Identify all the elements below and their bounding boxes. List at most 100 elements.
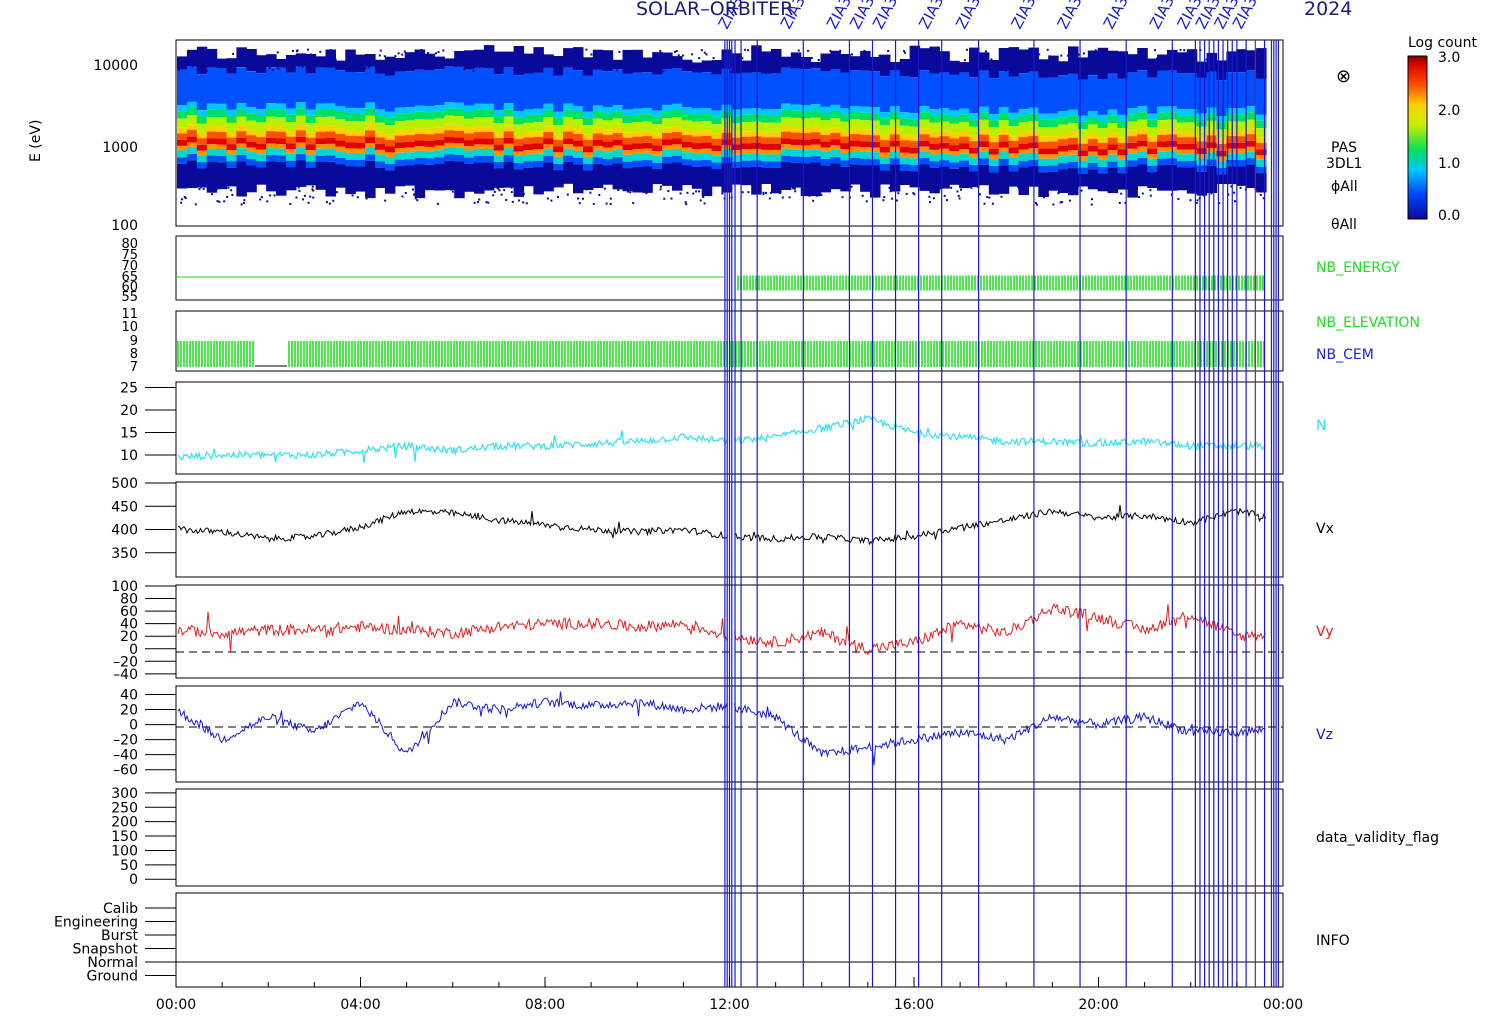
spectrogram-cell <box>345 130 356 136</box>
spectrogram-speckle <box>517 199 520 202</box>
spectrogram-speckle <box>1091 198 1093 201</box>
spectrogram-cell <box>533 153 544 161</box>
spectrogram-cell <box>1226 166 1237 185</box>
spectrogram-cell <box>751 72 762 109</box>
spectrogram-speckle <box>420 63 423 66</box>
spectrogram-cell <box>850 157 861 165</box>
spectrogram-speckle <box>253 62 256 64</box>
spectrogram-speckle <box>883 196 886 199</box>
spectrogram-cell <box>969 141 980 148</box>
spectrogram-cell <box>899 140 911 147</box>
spectrogram-cell <box>493 168 505 188</box>
spectrogram-speckle <box>269 194 272 197</box>
spectrogram-speckle <box>748 66 751 69</box>
spectrogram-cell <box>1087 139 1099 146</box>
spectrogram-speckle <box>1186 186 1189 189</box>
spectrogram-cell <box>840 149 851 154</box>
spectrogram-cell <box>929 122 940 132</box>
spectrogram-cell <box>335 151 346 158</box>
spectrogram-cell <box>1246 70 1257 107</box>
spectrogram-cell <box>1008 135 1020 141</box>
spectrogram-speckle <box>266 200 269 203</box>
spectrogram-cell <box>652 116 663 125</box>
spectrogram-cell <box>988 114 1000 121</box>
spectrogram-cell <box>573 157 584 165</box>
spectrogram-cell <box>731 150 742 155</box>
spectrogram-cell <box>998 107 1010 114</box>
spectrogram-cell <box>731 109 742 116</box>
spectrogram-cell <box>741 143 752 150</box>
spectrogram-speckle <box>1264 52 1267 55</box>
spectrogram-cell <box>632 160 643 167</box>
spectrogram-cell <box>1186 73 1198 109</box>
xtick-label: 12:00 <box>709 997 749 1013</box>
spectrogram-cell <box>1157 54 1168 71</box>
spectrogram-cell <box>1157 70 1168 107</box>
spectrogram-speckle <box>550 199 553 202</box>
spectrogram-cell <box>563 103 574 110</box>
spectrogram-cell <box>256 109 267 116</box>
spectrogram-cell <box>1107 50 1119 74</box>
spectrogram-cell <box>226 58 237 74</box>
spectrogram-cell <box>1038 172 1049 197</box>
spectrogram-cell <box>870 152 881 160</box>
spectrogram-cell <box>573 70 584 106</box>
spectrogram-cell <box>295 53 307 67</box>
spectrogram-speckle <box>1200 70 1203 73</box>
spectrogram-cell <box>1256 137 1267 143</box>
spectrogram-cell <box>1107 73 1119 110</box>
spectrogram-cell <box>1058 111 1069 118</box>
spectrogram-cell <box>1157 141 1168 148</box>
nb-energy-ytick: 60 <box>121 280 138 295</box>
spectrogram-cell <box>563 138 574 145</box>
spectrogram-speckle <box>1071 54 1074 57</box>
spectrogram-cell <box>949 138 960 146</box>
spectrogram-cell <box>929 154 940 162</box>
spectrogram-cell <box>1038 59 1049 78</box>
spectrogram-cell <box>810 62 822 69</box>
spectrogram-cell <box>394 142 406 149</box>
spectrogram-speckle <box>191 65 194 68</box>
spectrogram-cell <box>553 156 564 164</box>
spectrogram-cell <box>790 149 802 157</box>
spectrogram-cell <box>771 49 782 74</box>
spectrogram-speckle <box>1076 52 1079 55</box>
spectrogram-cell <box>1236 121 1247 131</box>
spectrogram-cell <box>840 54 851 73</box>
spectrogram-speckle <box>891 197 893 200</box>
spectrogram-cell <box>969 158 980 166</box>
spectrogram-cell <box>464 157 475 164</box>
spectrogram-speckle <box>708 191 711 194</box>
info-label: INFO <box>1316 933 1350 949</box>
spectrogram-cell <box>642 72 653 109</box>
spectrogram-cell <box>800 57 812 70</box>
spectrogram-cell <box>1236 108 1247 115</box>
spectrogram-cell <box>850 119 861 129</box>
spectrogram-cell <box>652 124 663 134</box>
spectrogram-cell <box>662 163 673 186</box>
spectrogram-speckle <box>1040 59 1042 62</box>
spectrogram-cell <box>1038 165 1049 173</box>
spectrogram-cell <box>503 137 515 144</box>
spectrogram-cell <box>345 107 356 114</box>
spectrogram-cell <box>384 117 396 126</box>
spectrogram-cell <box>325 67 336 104</box>
spectrogram-speckle <box>231 193 234 196</box>
spectrogram-cell <box>276 109 287 117</box>
spectrogram-cell <box>543 138 554 145</box>
spectrogram-speckle <box>383 55 386 58</box>
spectrogram-cell <box>394 107 406 114</box>
spectrogram-cell <box>1216 122 1227 130</box>
spectrogram-cell <box>493 51 505 74</box>
spectrogram-cell <box>216 110 228 118</box>
spectrogram-cell <box>335 70 346 106</box>
spectrogram-cell <box>820 106 831 113</box>
spectrogram-cell <box>483 155 495 163</box>
spectrogram-cell <box>474 131 485 139</box>
spectrogram-speckle <box>865 54 868 57</box>
spectrogram-cell <box>949 151 960 156</box>
spectrogram-speckle <box>641 69 644 72</box>
spectrogram-cell <box>919 112 930 120</box>
spectrogram-cell <box>1137 151 1148 159</box>
vz-label: Vz <box>1316 727 1333 743</box>
